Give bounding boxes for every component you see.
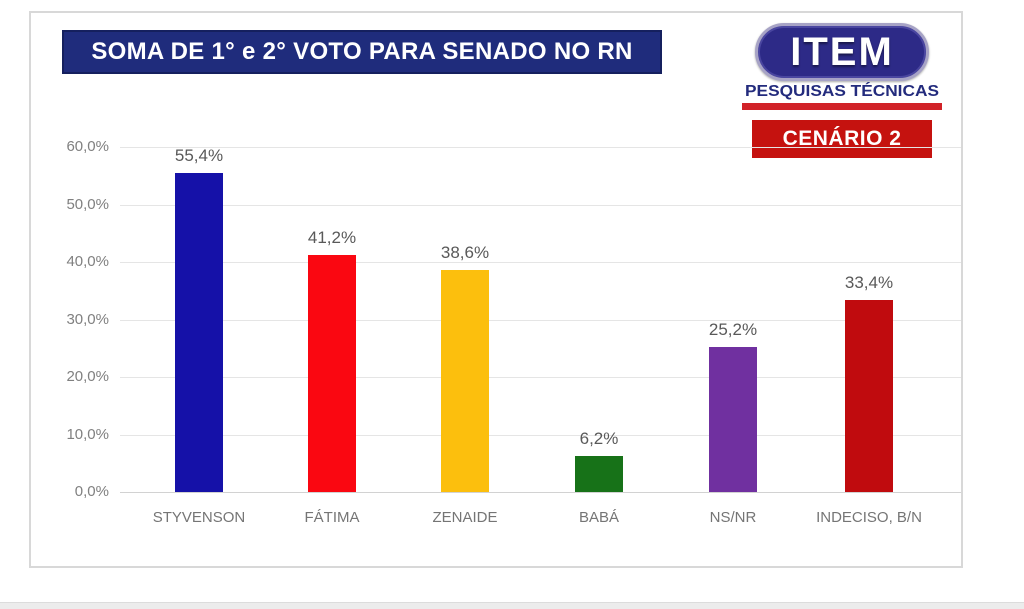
bar-indeciso-b-n (845, 299, 893, 492)
bar-slot: 33,4% (802, 147, 936, 492)
bar-slot: 55,4% (132, 146, 266, 492)
gridline (120, 319, 961, 321)
bar-slot: 25,2% (666, 147, 800, 492)
item-logo-subtitle: PESQUISAS TÉCNICAS (745, 83, 939, 100)
bar-slot: 6,2% (532, 147, 666, 492)
category-label: FÁTIMA (304, 509, 360, 526)
category-axis: STYVENSON FÁTIMA ZENAIDE BABÁ NS/NR INDECISO,… (31, 509, 961, 531)
item-logo: ITEM PESQUISAS TÉCNICAS (737, 21, 947, 116)
gridline (120, 147, 961, 148)
bar-zenaide (441, 270, 489, 492)
bar-slot: 38,6% (398, 147, 532, 492)
y-tick-label: 20,0% (66, 368, 109, 385)
bar-value-label: 25,2% (708, 320, 758, 340)
bar-value-label: 33,4% (844, 272, 894, 292)
x-axis-line (120, 492, 961, 493)
page-background-edge (0, 602, 1024, 609)
bar-f-tima (308, 255, 356, 492)
chart-title: SOMA DE 1° e 2° VOTO PARA SENADO NO RN (91, 38, 633, 65)
category-label: BABÁ (578, 509, 620, 526)
y-tick-label: 10,0% (66, 425, 109, 443)
y-tick-label: 0,0% (74, 483, 109, 500)
item-logo-underline (742, 103, 942, 110)
y-tick-label: 60,0% (66, 138, 109, 155)
item-logo-text: ITEM (790, 29, 894, 74)
gridline (120, 434, 961, 436)
category-label: ZENAIDE (432, 509, 498, 526)
y-tick-label: 40,0% (66, 253, 109, 270)
poll-chart-card: SOMA DE 1° e 2° VOTO PARA SENADO NO RN I… (29, 11, 963, 568)
y-tick-label: 50,0% (66, 195, 109, 213)
gridline (120, 377, 961, 378)
bar-styvenson (175, 173, 223, 492)
bar-bab- (575, 456, 623, 492)
y-tick-label: 30,0% (66, 310, 109, 328)
bar-value-label: 41,2% (307, 228, 357, 248)
plot-area: 60,0% 50,0% 40,0% 30,0% 20,0% 10,0% 0,0% 55,4% 4… (31, 138, 961, 500)
bar-value-label: 38,6% (440, 243, 490, 263)
category-label: INDECISO, B/N (816, 509, 922, 526)
category-label: STYVENSON (152, 509, 246, 526)
bar-value-label: 6,2% (579, 429, 619, 449)
category-label: NS/NR (709, 509, 757, 526)
bar-value-label: 55,4% (174, 146, 224, 166)
gridline (120, 204, 961, 206)
bar-slot: 41,2% (265, 147, 399, 492)
scenario-badge: CENÁRIO 2 (752, 120, 932, 158)
item-logo-badge: ITEM (755, 23, 929, 81)
chart-title-box: SOMA DE 1° e 2° VOTO PARA SENADO NO RN (62, 30, 662, 74)
gridline (120, 262, 961, 263)
scenario-badge-label: CENÁRIO 2 (782, 127, 902, 150)
bar-ns-nr (709, 347, 757, 492)
